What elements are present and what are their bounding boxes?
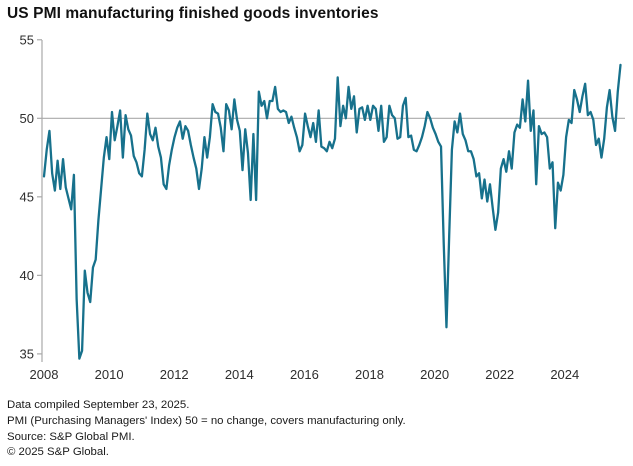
y-axis-tick-label: 40 [20, 268, 34, 283]
x-axis-tick-label: 2012 [160, 367, 189, 382]
x-axis-tick-label: 2020 [420, 367, 449, 382]
chart-footnotes: Data compiled September 23, 2025. PMI (Pu… [7, 398, 406, 461]
footnote-line: Source: S&P Global PMI. [7, 430, 135, 443]
x-axis-tick-label: 2018 [355, 367, 384, 382]
footnote-line: PMI (Purchasing Managers' Index) 50 = no… [7, 414, 406, 427]
y-axis-tick-label: 55 [20, 32, 34, 47]
x-axis-tick-label: 2016 [290, 367, 319, 382]
x-axis-tick-label: 2024 [550, 367, 579, 382]
x-axis-tick-label: 2008 [30, 367, 59, 382]
chart-title: US PMI manufacturing finished goods inve… [7, 5, 379, 22]
y-axis-tick-label: 50 [20, 111, 34, 126]
footnote-line: Data compiled September 23, 2025. [7, 399, 190, 411]
x-axis-tick-label: 2022 [485, 367, 514, 382]
footnote-line: © 2025 S&P Global. [7, 446, 109, 459]
x-axis-tick-label: 2010 [95, 367, 124, 382]
pmi-series-line [42, 63, 622, 360]
x-axis-tick-label: 2014 [225, 367, 254, 382]
y-axis-tick-label: 45 [20, 189, 34, 204]
y-axis-tick-label: 35 [20, 346, 34, 361]
